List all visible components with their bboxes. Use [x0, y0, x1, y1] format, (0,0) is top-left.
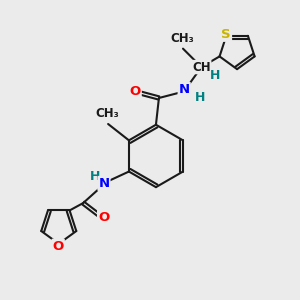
Text: H: H — [210, 70, 220, 83]
Text: N: N — [178, 83, 190, 96]
Text: CH: CH — [192, 61, 211, 74]
Text: O: O — [98, 211, 109, 224]
Text: CH₃: CH₃ — [96, 107, 119, 120]
Text: N: N — [98, 177, 110, 190]
Text: O: O — [52, 240, 64, 253]
Text: H: H — [195, 92, 205, 104]
Text: O: O — [130, 85, 141, 98]
Text: H: H — [90, 170, 100, 183]
Text: S: S — [221, 28, 231, 41]
Text: CH₃: CH₃ — [170, 32, 194, 45]
